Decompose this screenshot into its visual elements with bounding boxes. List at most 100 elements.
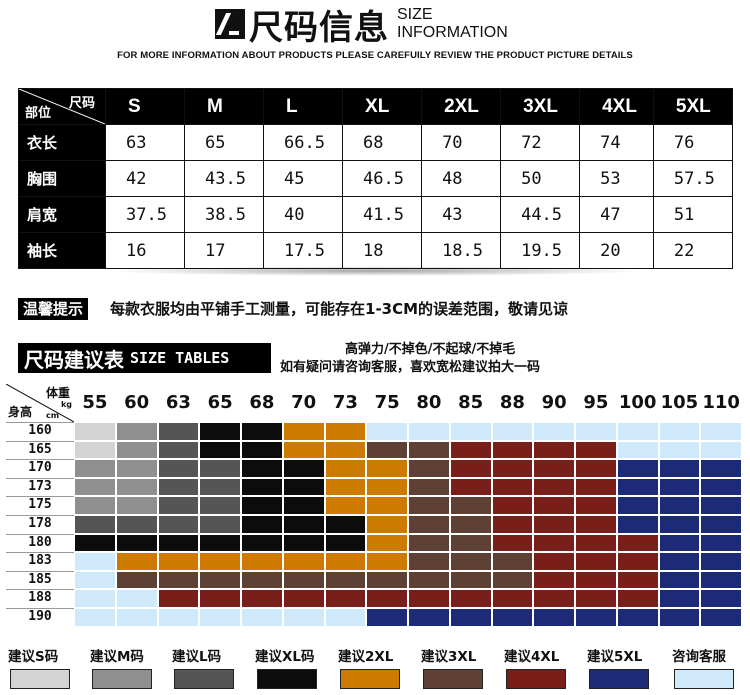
grid-cell: [533, 496, 575, 515]
grid-cell: [74, 515, 116, 534]
grid-cell: [533, 533, 575, 553]
size-header-cell: L: [263, 88, 344, 125]
grid-cell: [408, 422, 450, 441]
grid-cell: [449, 496, 492, 515]
grid-cell: [533, 440, 575, 460]
grid-cell: [282, 552, 325, 571]
measurement-row: 袖长 16 17 17.5 18 18.5 19.5 20 22: [18, 232, 734, 269]
grid-cell: [658, 440, 701, 460]
size-header-cell: S: [104, 88, 186, 125]
grid-cell: [157, 589, 200, 608]
grid-cell: [408, 477, 450, 497]
grid-cell: [157, 459, 200, 478]
grid-cell: [408, 533, 450, 553]
grid-cell: [115, 608, 158, 627]
size-header-cell: 2XL: [421, 88, 502, 125]
grid-cell: [241, 570, 283, 590]
grid-cell: [533, 459, 575, 478]
grid-cell: [366, 608, 408, 627]
measurement-row: 衣长 63 65 66.5 68 70 72 74 76: [18, 124, 734, 161]
row-separator: [6, 552, 74, 554]
grid-cell: [491, 533, 534, 553]
grid-cell: [199, 459, 241, 478]
grid-cell: [241, 608, 283, 627]
weight-label: 85: [458, 392, 484, 413]
grid-cell: [324, 608, 367, 627]
grid-cell: [115, 589, 158, 608]
grid-cell: [616, 459, 659, 478]
grid-cell: [74, 552, 116, 571]
measurement-value: 38.5: [184, 196, 265, 233]
measurement-value: 47: [579, 196, 654, 233]
grid-cell: [157, 570, 200, 590]
slash-logo-icon: [215, 9, 245, 39]
corner-size-label: 尺码: [68, 95, 95, 110]
grid-cell: [700, 608, 742, 627]
grid-cell: [700, 422, 742, 441]
grid-cell: [533, 552, 575, 571]
grid-cell: [324, 533, 367, 553]
grid-cell: [575, 608, 617, 627]
grid-cell: [616, 608, 659, 627]
grid-cell: [324, 570, 367, 590]
measurement-value: 16: [104, 232, 186, 269]
grid-cell: [157, 515, 200, 534]
grid-cell: [282, 515, 325, 534]
grid-cell: [324, 589, 367, 608]
grid-cell: [491, 515, 534, 534]
grid-corner-diagonal: [6, 384, 74, 422]
grid-cell: [324, 552, 367, 571]
row-separator: [6, 608, 74, 609]
grid-cell: [449, 608, 492, 627]
legend-swatch: [423, 669, 483, 689]
legend-label: 咨询客服: [672, 649, 726, 665]
measurement-value: 48: [421, 160, 502, 197]
grid-cell: [700, 440, 742, 460]
grid-cell: [241, 459, 283, 478]
grid-cell: [449, 422, 492, 441]
grid-cell: [115, 422, 158, 441]
grid-cell: [74, 477, 116, 497]
grid-cell: [700, 533, 742, 553]
grid-cell: [324, 440, 367, 460]
grid-cell: [408, 515, 450, 534]
grid-cell: [282, 422, 325, 441]
grid-cell: [199, 552, 241, 571]
row-separator: [6, 589, 74, 591]
grid-cell: [408, 589, 450, 608]
grid-cell: [157, 552, 200, 571]
page-header: 尺码信息 SIZE INFORMATION: [215, 4, 508, 48]
weight-label: 65: [207, 392, 233, 413]
legend-label: 建议5XL: [587, 649, 643, 665]
grid-cell: [115, 440, 158, 460]
weight-label: 105: [660, 392, 699, 413]
weight-label: 80: [416, 392, 442, 413]
grid-cell: [157, 422, 200, 441]
legend-item: 建议4XL: [504, 645, 584, 689]
height-label: 190: [28, 609, 52, 624]
weight-label: 75: [374, 392, 400, 413]
grid-cell: [324, 496, 367, 515]
grid-cell: [616, 422, 659, 441]
measurement-value: 44.5: [500, 196, 581, 233]
grid-cell: [575, 589, 617, 608]
legend-swatch: [10, 669, 70, 689]
grid-cell: [282, 608, 325, 627]
grid-cell: [115, 570, 158, 590]
grid-cell: [241, 477, 283, 497]
grid-cell: [282, 570, 325, 590]
measurement-value: 70: [421, 124, 502, 161]
grid-cell: [282, 440, 325, 460]
row-separator: [6, 570, 74, 572]
grid-cell: [366, 477, 408, 497]
grid-cell: [366, 552, 408, 571]
legend-label: 建议2XL: [338, 649, 394, 665]
corner-weight-label: 体重: [45, 386, 70, 400]
legend-swatch: [174, 669, 234, 689]
measurement-value: 57.5: [652, 160, 734, 197]
grid-cell: [115, 533, 158, 553]
grid-cell: [658, 477, 701, 497]
grid-cell: [282, 477, 325, 497]
grid-cell: [449, 515, 492, 534]
legend-label: 建议S码: [8, 649, 59, 665]
